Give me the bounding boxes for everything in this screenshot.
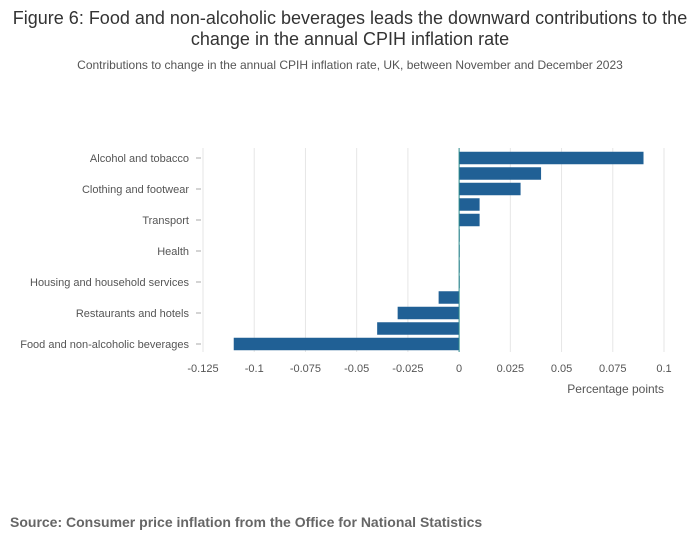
bar-9 xyxy=(438,291,460,304)
x-tick-label-4: -0.025 xyxy=(392,363,423,375)
chart-title: Figure 6: Food and non-alcoholic beverag… xyxy=(12,8,688,49)
y-tick-label-12: Food and non-alcoholic beverages xyxy=(20,339,189,351)
x-tick-label-3: -0.05 xyxy=(344,363,369,375)
x-tick-label-2: -0.075 xyxy=(290,363,321,375)
x-tick-label-0: -0.125 xyxy=(187,363,218,375)
x-tick-label-6: 0.025 xyxy=(497,363,525,375)
bar-0 xyxy=(459,151,644,165)
source-note: Source: Consumer price inflation from th… xyxy=(10,514,483,530)
y-tick-label-6: Health xyxy=(157,246,189,258)
x-tick-label-8: 0.075 xyxy=(599,363,627,375)
y-tick-label-8: Housing and household services xyxy=(30,277,189,289)
bar-11 xyxy=(377,322,460,335)
bar-1 xyxy=(459,167,542,180)
bar-10 xyxy=(397,306,460,320)
x-tick-label-5: 0 xyxy=(456,363,462,375)
y-tick-label-2: Clothing and footwear xyxy=(82,184,189,196)
x-tick-label-7: 0.05 xyxy=(551,363,572,375)
bar-3 xyxy=(459,198,480,211)
x-axis-title: Percentage points xyxy=(567,382,664,396)
x-tick-label-1: -0.1 xyxy=(245,363,264,375)
x-tick-label-9: 0.1 xyxy=(656,363,671,375)
chart-subtitle: Contributions to change in the annual CP… xyxy=(77,58,623,72)
bar-2 xyxy=(459,182,521,196)
y-tick-label-10: Restaurants and hotels xyxy=(76,308,190,320)
bar-4 xyxy=(459,213,480,227)
y-tick-label-0: Alcohol and tobacco xyxy=(90,153,189,165)
y-tick-label-4: Transport xyxy=(142,215,189,227)
bar-12 xyxy=(233,337,460,351)
